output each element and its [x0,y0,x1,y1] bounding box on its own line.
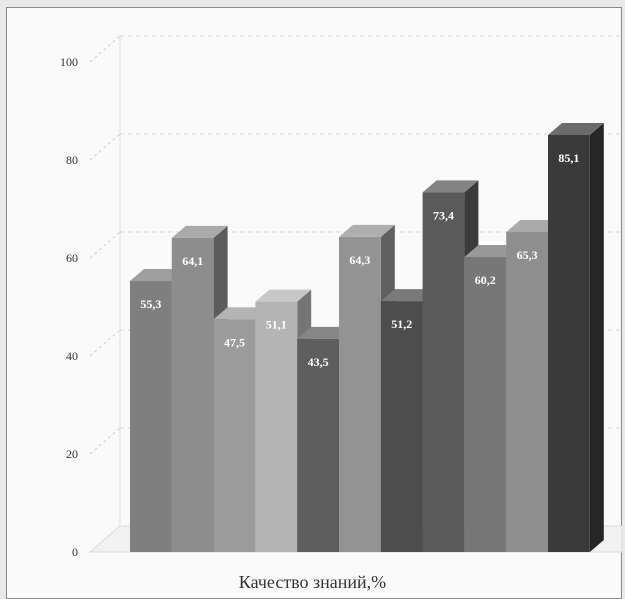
data-label: 65,3 [517,248,538,262]
data-label: 51,1 [266,318,287,332]
bar-side [589,123,604,552]
bar [506,232,548,552]
bar-top [422,180,479,193]
bar [255,301,298,552]
bar-top [548,123,604,136]
bar [464,257,507,552]
bar [380,301,423,552]
bar-top [255,289,312,302]
gridline-side [89,35,121,63]
data-label: 43,5 [308,355,329,369]
bar [130,281,172,552]
bar [548,135,590,552]
y-tick-label: 40 [66,349,78,363]
data-label: 60,2 [475,273,496,287]
bar [339,236,381,552]
bar [297,338,339,552]
bar [171,237,214,552]
data-label: 55,3 [140,297,161,311]
data-label: 64,3 [349,253,370,267]
bar [422,192,465,552]
y-tick-label: 100 [60,55,78,69]
gridline-side [89,133,121,161]
data-label: 64,1 [182,254,203,268]
gridline-side [89,231,121,259]
y-tick-label: 20 [66,447,78,461]
y-tick-label: 80 [66,153,78,167]
gridline-side [89,329,121,357]
bar-top [171,225,228,238]
data-label: 51,2 [391,317,412,331]
bar [213,319,256,552]
data-label: 85,1 [558,151,579,165]
data-label: 47,5 [224,335,245,349]
bar-top [339,224,395,237]
gridline-side [89,427,121,455]
y-tick-label: 0 [72,545,78,559]
x-axis-label: Качество знаний,% [238,572,387,592]
data-label: 73,4 [433,208,454,222]
y-tick-label: 60 [66,251,78,265]
